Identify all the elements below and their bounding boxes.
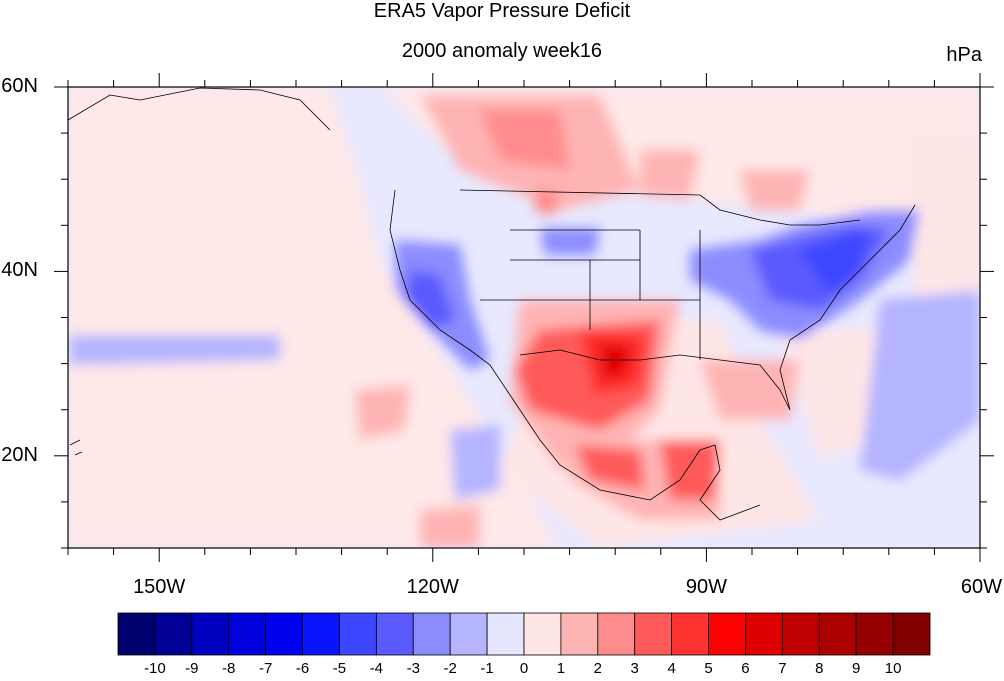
colorbar-label: 6: [741, 660, 750, 677]
x-tick-label: 150W: [133, 576, 186, 598]
colorbar-swatch: [228, 612, 267, 656]
colorbar-swatch: [597, 612, 636, 656]
colorbar-swatch: [560, 612, 599, 656]
colorbar-swatch: [523, 612, 562, 656]
anomaly-field: [68, 87, 980, 548]
colorbar-swatch: [671, 612, 709, 656]
colorbar-label: 2: [593, 660, 602, 677]
colorbar-label: -4: [369, 660, 384, 677]
colorbar-label: -7: [258, 660, 273, 677]
colorbar-label: -2: [443, 660, 457, 677]
y-tick-label: 40N: [1, 259, 38, 282]
colorbar-label: -1: [480, 660, 494, 677]
axis-ticks: [54, 73, 994, 562]
colorbar-label: 8: [815, 660, 824, 677]
x-tick-label: 60W: [960, 576, 1002, 598]
chart-subtitle: 2000 anomaly week16: [401, 40, 603, 62]
chart-title: ERA5 Vapor Pressure Deficit: [373, 0, 631, 22]
colorbar-swatch: [486, 612, 525, 656]
colorbar-label: -6: [295, 660, 310, 677]
colorbar-label: 7: [778, 660, 787, 677]
colorbar-swatch: [117, 612, 156, 656]
colorbar-swatch: [339, 612, 377, 656]
colorbar-swatch: [708, 612, 746, 656]
coastlines: [68, 87, 916, 521]
colorbar-label: 0: [519, 660, 529, 677]
x-tick-label: 120W: [406, 576, 459, 598]
colorbar-swatch: [745, 612, 783, 656]
colorbar-label: 3: [630, 660, 639, 677]
colorbar-label: 4: [667, 660, 676, 677]
colorbar-swatch: [634, 612, 673, 656]
colorbar-swatch: [449, 612, 488, 656]
colorbar-label: 9: [852, 660, 861, 677]
colorbar-swatch: [265, 612, 303, 656]
y-tick-label: 20N: [1, 443, 38, 466]
colorbar-label: -9: [185, 660, 199, 677]
colorbar-swatch: [191, 612, 230, 656]
colorbar: [117, 612, 931, 656]
colorbar-swatch: [412, 612, 451, 656]
colorbar-swatch: [892, 612, 931, 656]
x-tick-label: 90W: [685, 576, 727, 598]
colorbar-swatch: [781, 612, 820, 656]
colorbar-swatch: [855, 612, 894, 656]
colorbar-label: -8: [222, 660, 236, 677]
colorbar-swatch: [302, 612, 340, 656]
positive-anomaly-regions: [68, 87, 980, 548]
colorbar-label: 5: [704, 660, 713, 677]
colorbar-label: -3: [406, 660, 420, 677]
y-tick-label: 60N: [1, 75, 38, 97]
colorbar-label: -5: [332, 660, 347, 677]
colorbar-label: 10: [884, 660, 902, 677]
units-label: hPa: [946, 44, 982, 66]
colorbar-swatch: [154, 612, 193, 656]
colorbar-swatch: [818, 612, 857, 656]
colorbar-label: 1: [556, 660, 566, 677]
colorbar-label: -10: [144, 660, 166, 677]
colorbar-swatch: [375, 612, 414, 656]
